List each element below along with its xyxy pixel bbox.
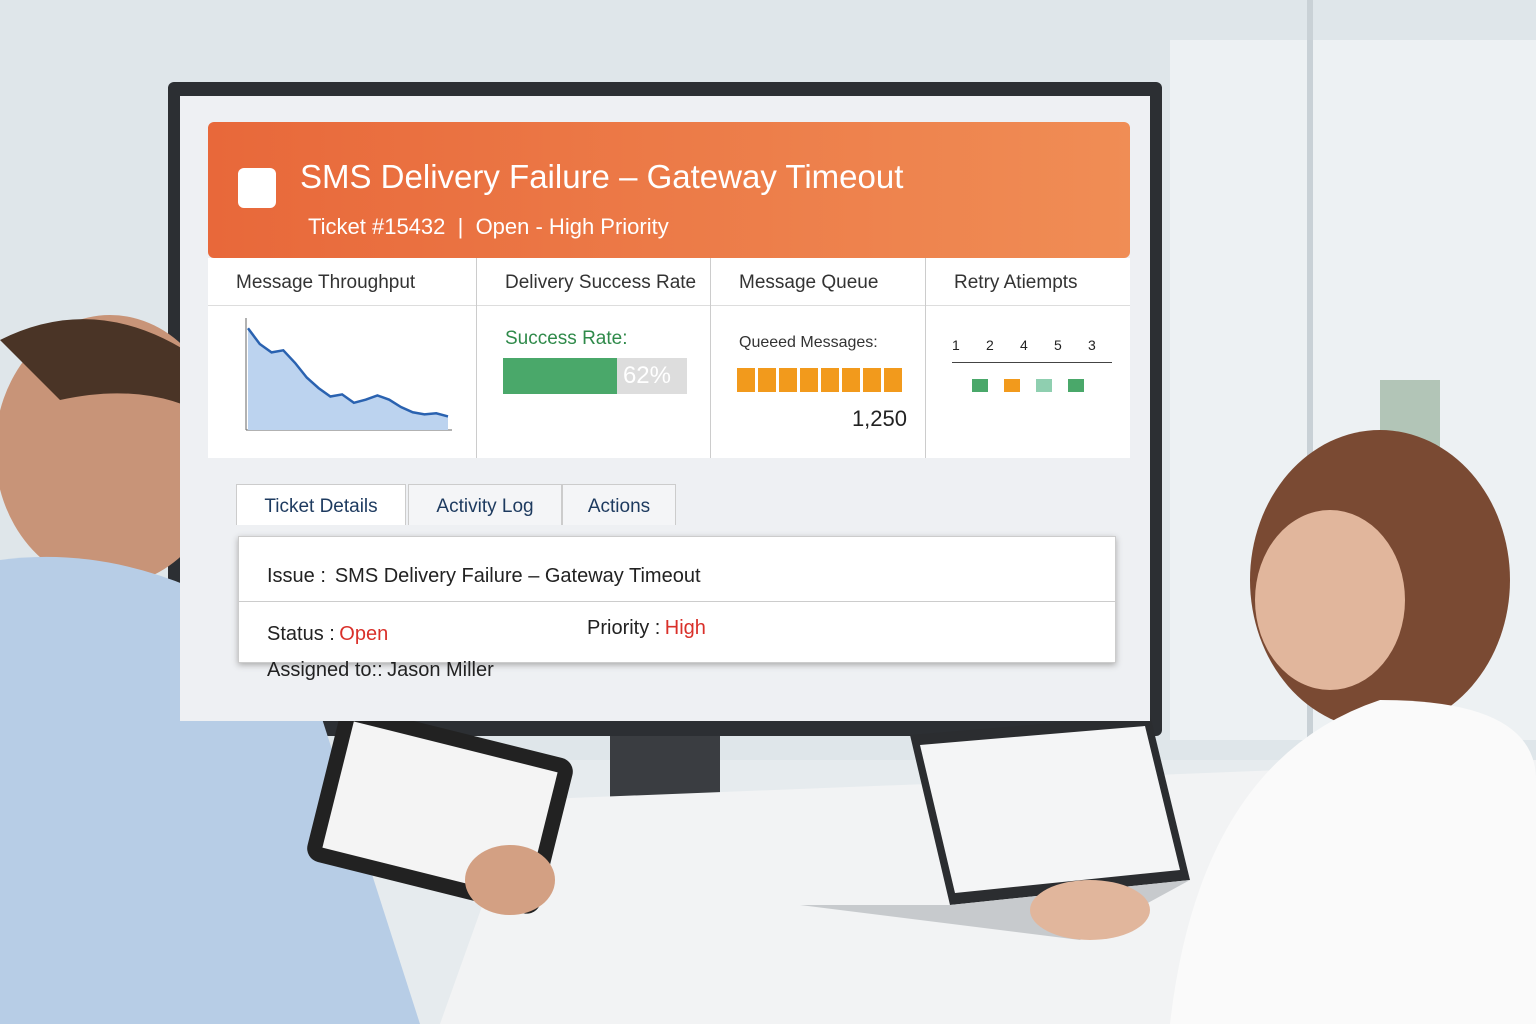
- throughput-panel: Message Throughput: [208, 258, 477, 458]
- success-panel: Delivery Success Rate Success Rate: 62%: [477, 258, 711, 458]
- assigned-label: Assigned to::: [267, 659, 383, 681]
- retry-marker: [1068, 379, 1084, 392]
- ticket-id: Ticket #15432 | Open - High Priority: [308, 214, 669, 239]
- tab[interactable]: Actions: [562, 484, 676, 525]
- issue-value: SMS Delivery Failure – Gateway Timeout: [334, 565, 701, 587]
- success-label: Success Rate:: [505, 328, 628, 349]
- retry-panel: Retry Atiempts 1 2 4 5 3: [926, 258, 1130, 458]
- retry-axis: 1 2 4 5 3: [952, 337, 1112, 413]
- ticket-number: Ticket #15432: [308, 214, 446, 239]
- throughput-chart: [245, 318, 452, 431]
- app-icon: [238, 168, 276, 208]
- panel-title: Retry Atiempts: [926, 272, 1130, 306]
- tab[interactable]: Activity Log: [408, 484, 562, 525]
- status-value: Open: [339, 623, 389, 645]
- panel-title: Delivery Success Rate: [477, 272, 710, 306]
- retry-marker: [1004, 379, 1020, 392]
- retry-marker: [972, 379, 988, 392]
- retry-label: 5: [1054, 337, 1062, 353]
- success-value: 62%: [622, 362, 671, 389]
- ticket-title: SMS Delivery Failure – Gateway Timeout: [300, 158, 904, 195]
- throughput-area: [248, 328, 448, 430]
- assigned-value: Jason Miller: [387, 659, 494, 681]
- ticket-status: Open - High Priority: [475, 214, 669, 239]
- queue-label: Queeed Messages:: [739, 334, 878, 351]
- ticket-header: SMS Delivery Failure – Gateway Timeout T…: [208, 122, 1130, 258]
- panel-title: Message Queue: [711, 272, 925, 306]
- priority-value: High: [664, 617, 706, 639]
- queue-value: 1,250: [851, 406, 907, 431]
- priority-label: Priority :: [587, 617, 661, 639]
- success-track: 62%: [503, 358, 687, 394]
- retry-marker: [1036, 379, 1052, 392]
- issue-label: Issue :: [267, 565, 326, 587]
- tab[interactable]: Ticket Details: [236, 484, 406, 525]
- queue-bar: [737, 368, 905, 392]
- retry-label: 2: [986, 337, 994, 353]
- status-label: Status :: [267, 623, 335, 645]
- panel-title: Message Throughput: [208, 272, 476, 306]
- queue-panel: Message Queue Queeed Messages: 1,250: [711, 258, 926, 458]
- retry-label: 3: [1088, 337, 1096, 353]
- ticket-details: Issue : SMS Delivery Failure – Gateway T…: [238, 536, 1116, 681]
- success-bar: [503, 358, 618, 394]
- throughput-line: [246, 327, 449, 418]
- retry-label: 4: [1020, 337, 1028, 353]
- monitor-screen: SMS Delivery Failure – Gateway Timeout T…: [180, 96, 1150, 721]
- retry-label: 1: [952, 337, 960, 353]
